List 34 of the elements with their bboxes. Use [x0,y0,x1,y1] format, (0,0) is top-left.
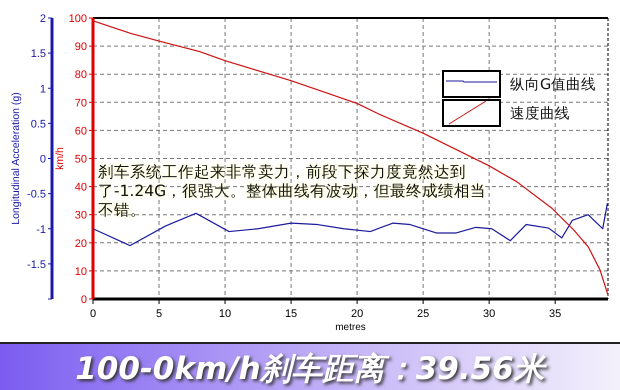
y-tick-label: 1.5 [30,48,46,60]
x-axis-title: metres [335,322,366,333]
x-tick-label: 25 [417,308,430,320]
y2-tick-label: 100 [68,13,87,25]
y2-tick-label: 80 [74,69,87,82]
x-tick-label: 35 [549,308,562,320]
x-tick-label: 30 [483,308,496,320]
y2-tick-label: 20 [74,238,87,250]
y-tick-label: 0 [40,154,46,166]
y2-axis-title: km/h [54,146,66,170]
annotation: 刹车系统工作起来非常卖力，前段下探力度竟然达到了-1.24G，很强大。整体曲线有波动，但最终成绩相当不错。 [98,163,488,220]
y2-tick-label: 40 [74,182,87,194]
x-tick-label: 5 [156,308,162,320]
y2-tick-label: 90 [74,41,87,54]
y-tick-label: -1.5 [27,258,46,271]
y2-tick-label: 10 [74,266,87,278]
y2-tick-label: 70 [74,97,87,110]
y-tick-label: 2 [40,13,46,25]
y-tick-label: 0.5 [30,118,46,130]
x-tick-label: 0 [90,308,96,320]
x-tick-label: 10 [218,308,232,320]
text: 100-0km/h刹车距离：39.56米 [74,350,548,389]
legend-label: 纵向G值曲线 [510,76,596,93]
x-tick-label: 20 [350,308,364,320]
y2-tick-label: 50 [74,154,87,166]
y2-tick-label: 60 [74,125,87,138]
y-tick-label: -0.5 [27,188,46,201]
x-tick-label: 15 [284,308,298,320]
y-tick-label: 1 [40,83,46,96]
y2-tick-label: 0 [80,294,87,306]
legend-label: 速度曲线 [510,105,570,122]
y2-tick-label: 30 [74,210,87,222]
y-axis-title: Longitudinal Acceleration (g) [10,92,22,225]
y-tick-label: -1 [36,224,46,236]
